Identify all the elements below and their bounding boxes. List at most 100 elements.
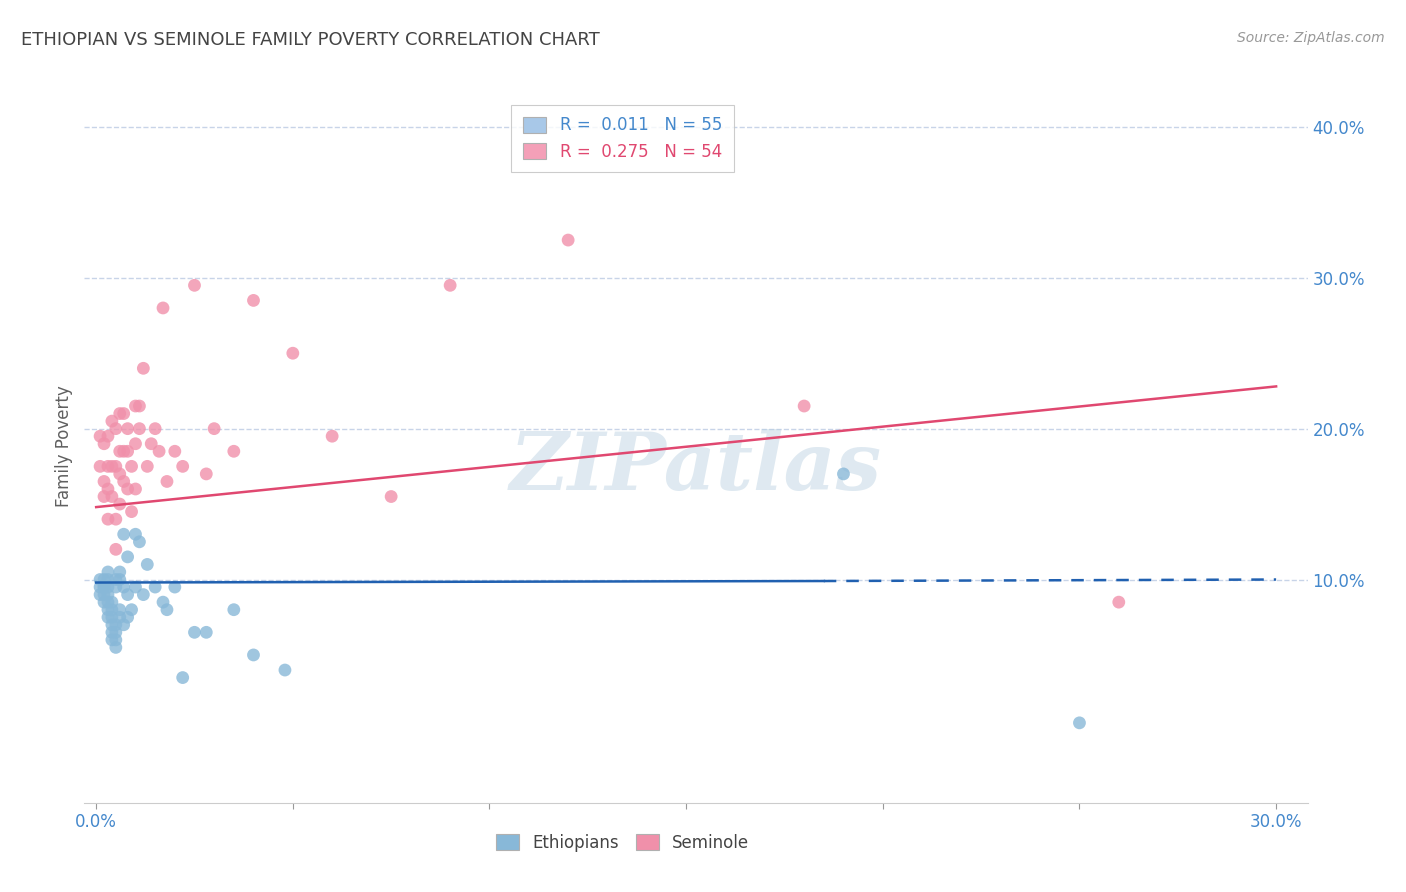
Point xyxy=(222,603,245,617)
Point xyxy=(101,595,124,609)
Point xyxy=(117,444,139,458)
Point xyxy=(101,617,124,632)
Point xyxy=(97,603,120,617)
Point xyxy=(112,580,135,594)
Point xyxy=(93,475,115,489)
Point xyxy=(117,610,139,624)
Point xyxy=(108,407,131,421)
Point xyxy=(97,459,120,474)
Point xyxy=(101,414,124,428)
Point xyxy=(439,278,461,293)
Point xyxy=(89,429,111,443)
Point xyxy=(832,467,855,481)
Point xyxy=(108,467,131,481)
Point xyxy=(124,527,146,541)
Point xyxy=(93,436,115,450)
Point xyxy=(124,399,146,413)
Point xyxy=(97,429,120,443)
Point xyxy=(93,580,115,594)
Point xyxy=(132,361,155,376)
Point xyxy=(97,482,120,496)
Point xyxy=(93,573,115,587)
Point xyxy=(793,399,815,413)
Point xyxy=(108,603,131,617)
Point xyxy=(112,444,135,458)
Point xyxy=(108,565,131,579)
Point xyxy=(101,632,124,647)
Point xyxy=(104,422,127,436)
Point xyxy=(1069,715,1091,730)
Point xyxy=(93,580,115,594)
Point xyxy=(97,573,120,587)
Point xyxy=(132,588,155,602)
Point xyxy=(1108,595,1130,609)
Point xyxy=(108,573,131,587)
Point xyxy=(141,436,163,450)
Text: ZIPatlas: ZIPatlas xyxy=(510,429,882,506)
Point xyxy=(128,399,150,413)
Point xyxy=(97,565,120,579)
Text: Source: ZipAtlas.com: Source: ZipAtlas.com xyxy=(1237,31,1385,45)
Point xyxy=(172,671,194,685)
Point xyxy=(101,625,124,640)
Point xyxy=(124,482,146,496)
Point xyxy=(104,617,127,632)
Point xyxy=(152,301,174,315)
Point xyxy=(143,580,166,594)
Point xyxy=(101,610,124,624)
Point xyxy=(152,595,174,609)
Point xyxy=(148,444,170,458)
Point xyxy=(117,482,139,496)
Point xyxy=(557,233,579,247)
Point xyxy=(195,467,218,481)
Point xyxy=(104,625,127,640)
Point xyxy=(97,588,120,602)
Point xyxy=(104,632,127,647)
Point xyxy=(93,490,115,504)
Point xyxy=(104,640,127,655)
Point xyxy=(163,580,186,594)
Point xyxy=(97,610,120,624)
Point xyxy=(136,558,159,572)
Point xyxy=(195,625,218,640)
Point xyxy=(104,573,127,587)
Point xyxy=(108,610,131,624)
Point xyxy=(124,436,146,450)
Point xyxy=(121,505,143,519)
Point xyxy=(124,580,146,594)
Point xyxy=(183,278,205,293)
Point xyxy=(97,512,120,526)
Point xyxy=(380,490,402,504)
Point xyxy=(163,444,186,458)
Point xyxy=(156,475,179,489)
Text: ETHIOPIAN VS SEMINOLE FAMILY POVERTY CORRELATION CHART: ETHIOPIAN VS SEMINOLE FAMILY POVERTY COR… xyxy=(21,31,600,49)
Y-axis label: Family Poverty: Family Poverty xyxy=(55,385,73,507)
Point xyxy=(97,580,120,594)
Point xyxy=(172,459,194,474)
Point xyxy=(183,625,205,640)
Point xyxy=(108,444,131,458)
Point xyxy=(117,422,139,436)
Point xyxy=(112,407,135,421)
Point xyxy=(108,497,131,511)
Point xyxy=(281,346,304,360)
Point xyxy=(274,663,297,677)
Point xyxy=(112,617,135,632)
Point xyxy=(89,459,111,474)
Point xyxy=(104,459,127,474)
Point xyxy=(121,459,143,474)
Point xyxy=(112,527,135,541)
Point xyxy=(117,588,139,602)
Point xyxy=(101,490,124,504)
Point xyxy=(222,444,245,458)
Point xyxy=(89,580,111,594)
Legend: Ethiopians, Seminole: Ethiopians, Seminole xyxy=(489,828,756,859)
Point xyxy=(104,542,127,557)
Point xyxy=(242,648,264,662)
Point xyxy=(242,293,264,308)
Point xyxy=(121,603,143,617)
Point xyxy=(89,573,111,587)
Point xyxy=(136,459,159,474)
Point xyxy=(128,422,150,436)
Point xyxy=(117,549,139,564)
